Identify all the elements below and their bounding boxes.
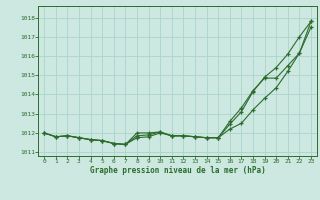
X-axis label: Graphe pression niveau de la mer (hPa): Graphe pression niveau de la mer (hPa) <box>90 166 266 175</box>
